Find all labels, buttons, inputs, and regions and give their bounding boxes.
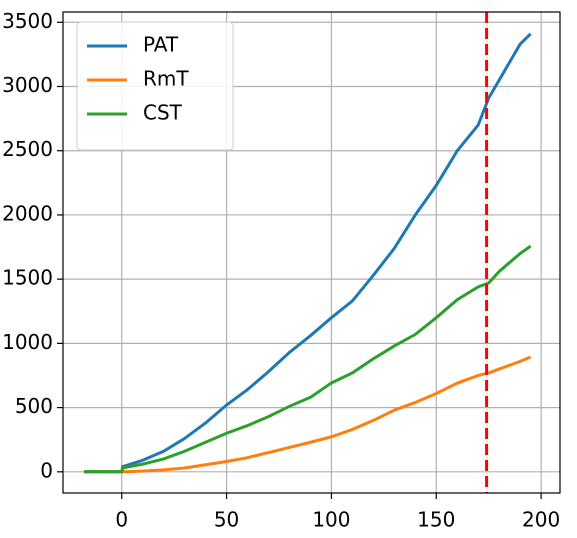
plot-frame (62, 11, 561, 494)
x-tick-label: 50 (214, 508, 239, 532)
y-tick-label: 3500 (2, 9, 53, 33)
x-tick-label: 150 (417, 508, 455, 532)
y-tick-label: 500 (15, 394, 53, 418)
series-line (83, 355, 532, 474)
legend-label: RmT (143, 67, 189, 91)
y-tick-label: 1000 (2, 330, 53, 354)
x-tick-label: 0 (115, 508, 128, 532)
legend: PAT RmT CST (76, 21, 234, 151)
y-tick-label: 3000 (2, 73, 53, 97)
y-tick-label: 2000 (2, 201, 53, 225)
y-tick-label: 0 (40, 458, 53, 482)
y-tick-label: 2500 (2, 137, 53, 161)
y-tick-label: 1500 (2, 266, 53, 290)
legend-label: CST (143, 101, 183, 125)
series-line (83, 244, 532, 474)
x-tick-label: 200 (522, 508, 560, 532)
x-tick-label: 100 (312, 508, 350, 532)
legend-box (76, 21, 234, 151)
legend-label: PAT (143, 33, 179, 57)
series-line (83, 32, 532, 474)
